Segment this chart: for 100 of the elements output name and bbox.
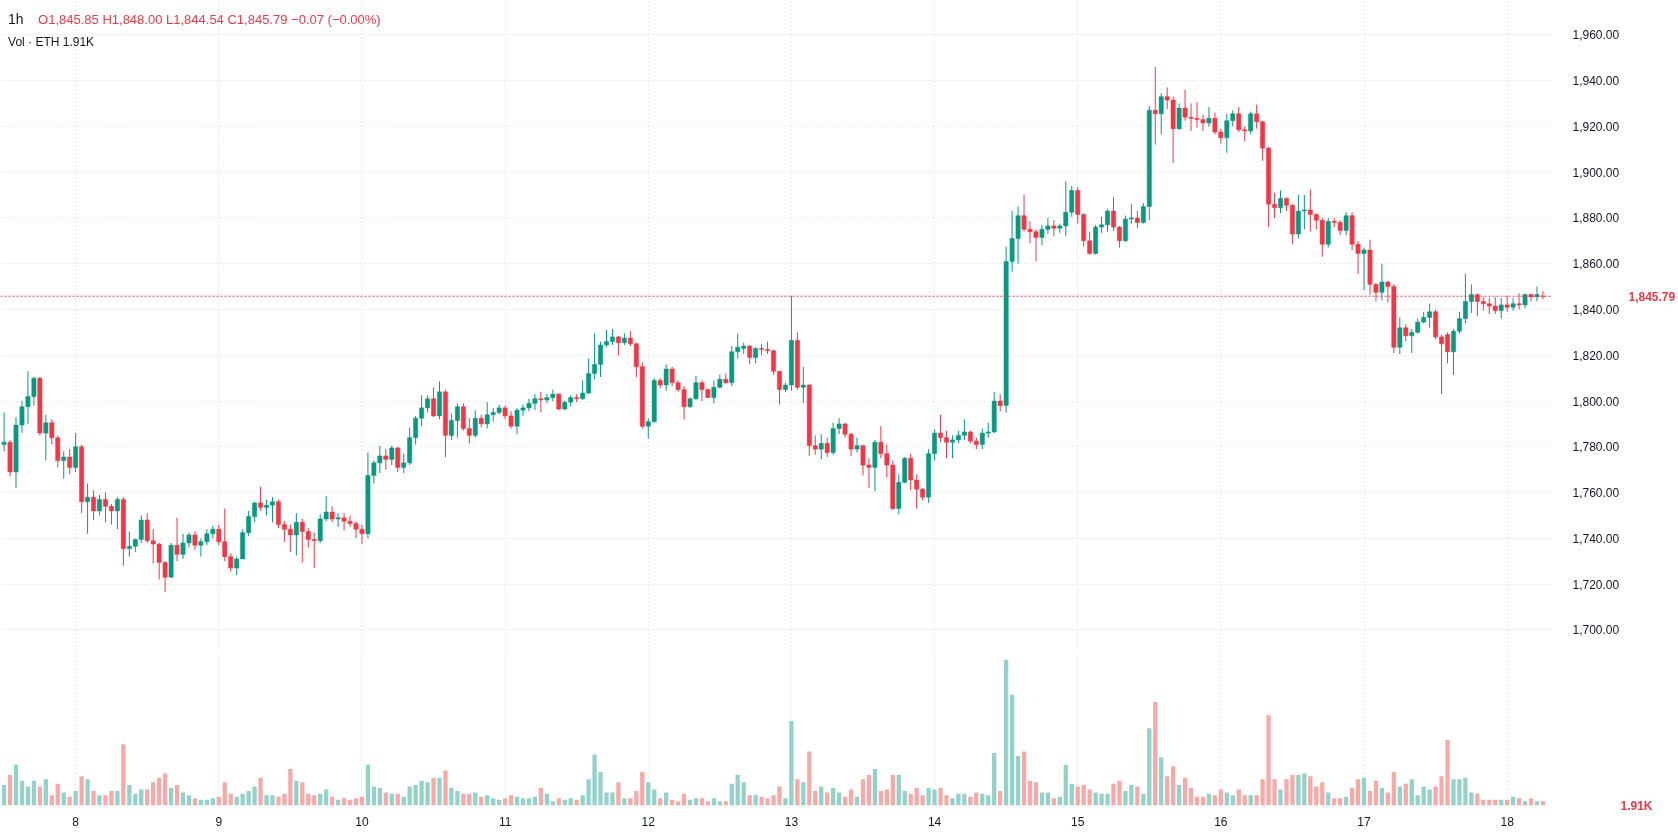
x-tick-label: 17 bbox=[1357, 814, 1372, 829]
candlestick bbox=[1051, 219, 1057, 237]
y-tick-label: 1,800.00 bbox=[1572, 394, 1620, 409]
bar bbox=[192, 798, 198, 806]
candlestick bbox=[1397, 316, 1403, 355]
bar bbox=[825, 792, 830, 806]
y-tick-label: 1,920.00 bbox=[1572, 119, 1620, 134]
y-tick-label: 1,860.00 bbox=[1572, 257, 1620, 272]
bar bbox=[431, 777, 436, 806]
candlestick bbox=[472, 409, 478, 439]
candlestick bbox=[1510, 297, 1516, 312]
candlestick bbox=[91, 489, 96, 521]
bar bbox=[1391, 771, 1396, 806]
bar bbox=[1338, 798, 1343, 806]
y-tick-label: 1,820.00 bbox=[1572, 348, 1620, 363]
candlestick bbox=[335, 512, 341, 528]
bar bbox=[1039, 792, 1045, 806]
bar bbox=[866, 774, 872, 806]
bar bbox=[1009, 694, 1015, 806]
bar bbox=[640, 771, 645, 806]
bar bbox=[1361, 777, 1367, 806]
bar bbox=[1147, 728, 1152, 806]
bar bbox=[795, 779, 800, 806]
candlestick bbox=[1361, 247, 1367, 291]
candlestick bbox=[1278, 189, 1283, 214]
bar bbox=[1033, 782, 1039, 806]
candlestick bbox=[1206, 106, 1212, 127]
bar bbox=[1153, 702, 1158, 806]
bar bbox=[1355, 779, 1361, 806]
bar bbox=[1415, 795, 1420, 806]
bar bbox=[377, 788, 382, 806]
bar bbox=[437, 777, 442, 806]
candlestick bbox=[192, 530, 198, 551]
bar bbox=[992, 753, 997, 806]
bar bbox=[1236, 789, 1241, 806]
bar bbox=[312, 795, 317, 806]
bar bbox=[896, 774, 901, 806]
candlestick bbox=[389, 445, 395, 466]
bar bbox=[139, 789, 144, 806]
bar bbox=[1165, 776, 1170, 806]
bar bbox=[753, 795, 758, 806]
ref-line-label: 1,845.79 bbox=[1628, 289, 1676, 304]
candlestick bbox=[383, 448, 389, 471]
bar bbox=[884, 789, 889, 806]
bar bbox=[747, 795, 752, 806]
candlestick bbox=[800, 366, 806, 404]
bar bbox=[831, 788, 836, 806]
bar bbox=[1248, 795, 1253, 806]
bar bbox=[1320, 782, 1325, 806]
y-tick-label: 1,880.00 bbox=[1572, 211, 1620, 226]
bar bbox=[1, 785, 7, 806]
y-tick-label: 1,780.00 bbox=[1572, 440, 1620, 455]
candlestick bbox=[1, 411, 7, 452]
x-tick-label: 16 bbox=[1214, 814, 1228, 829]
y-tick-label: 1,700.00 bbox=[1572, 623, 1620, 638]
bar bbox=[508, 795, 514, 806]
bar bbox=[1278, 789, 1283, 806]
bar bbox=[652, 789, 657, 806]
bar bbox=[49, 795, 54, 806]
bar bbox=[1242, 795, 1247, 806]
bar bbox=[1230, 795, 1235, 806]
candlestick bbox=[174, 517, 180, 562]
bar bbox=[210, 798, 215, 806]
candlestick bbox=[1343, 211, 1349, 236]
bar bbox=[1135, 786, 1140, 806]
bar bbox=[85, 779, 90, 806]
bar bbox=[1051, 798, 1056, 806]
bar bbox=[258, 777, 263, 806]
bar bbox=[711, 798, 717, 806]
bar bbox=[556, 798, 561, 806]
candlestick bbox=[258, 486, 263, 512]
bar bbox=[79, 776, 84, 806]
bar bbox=[741, 782, 746, 806]
candlestick bbox=[1379, 263, 1385, 301]
bar bbox=[1385, 792, 1391, 806]
bar bbox=[1516, 798, 1522, 806]
candlestick bbox=[824, 437, 830, 458]
bar bbox=[43, 779, 48, 806]
candlestick bbox=[1248, 111, 1254, 135]
y-tick-label: 1,740.00 bbox=[1572, 531, 1620, 546]
bar bbox=[1063, 764, 1068, 806]
bar bbox=[1188, 788, 1194, 806]
bar bbox=[658, 798, 663, 806]
bar bbox=[890, 774, 895, 806]
bar bbox=[91, 790, 96, 806]
bar bbox=[616, 782, 621, 806]
bar bbox=[115, 790, 120, 806]
bar bbox=[860, 779, 866, 806]
bar bbox=[383, 792, 388, 806]
y-tick-label: 1,940.00 bbox=[1572, 74, 1620, 89]
bar bbox=[19, 780, 25, 806]
bar bbox=[836, 792, 842, 806]
x-tick-label: 14 bbox=[927, 814, 942, 829]
bar bbox=[1349, 788, 1355, 806]
bar bbox=[180, 792, 186, 806]
bar bbox=[699, 798, 705, 806]
candlestick bbox=[73, 432, 79, 473]
bar bbox=[735, 774, 740, 806]
bar bbox=[1224, 792, 1229, 806]
annotation: O1,845.85 H1,848.00 L1,844.54 C1,845.79 −0.07 (−0.00%) bbox=[38, 11, 381, 27]
